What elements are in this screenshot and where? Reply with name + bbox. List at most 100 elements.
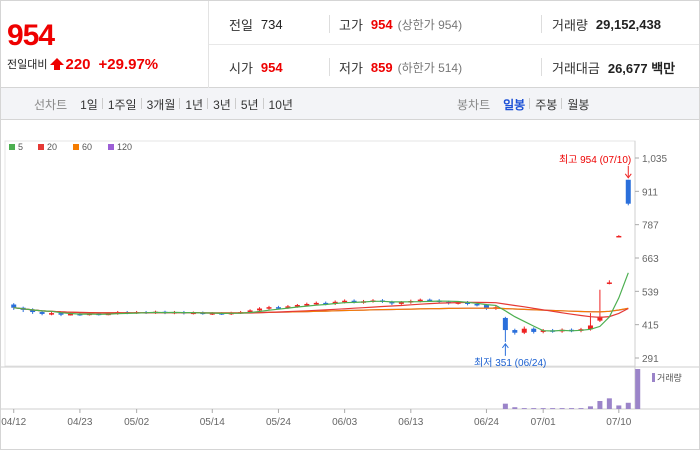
candle-body <box>502 317 508 331</box>
low-arrowhead <box>501 343 509 349</box>
prev-close-label: 전일 <box>229 17 253 33</box>
period-1y[interactable]: 1년 <box>179 96 208 113</box>
candle-body <box>67 313 73 316</box>
candle-body <box>304 303 310 306</box>
volume-bar <box>531 408 537 409</box>
candle-body <box>398 302 404 304</box>
line-chart-label: 선차트 <box>34 97 68 112</box>
x-tick-label: 06/24 <box>474 417 499 428</box>
volume-bar <box>569 408 575 409</box>
candle-monthly[interactable]: 월봉 <box>561 96 594 113</box>
x-tick-label: 07/10 <box>606 417 631 428</box>
candle-chart-label: 봉차트 <box>457 97 491 112</box>
candle-body <box>351 300 357 303</box>
open-value: 954 <box>260 59 283 75</box>
amount-cell: 거래대금 26,677 백만 <box>552 46 675 88</box>
candle-body <box>597 316 603 321</box>
high-note-label: 최고 954 (07/10) <box>559 154 631 166</box>
open-label: 시가 <box>229 60 253 76</box>
change-label: 전일대비 <box>7 59 48 71</box>
volume-bar <box>521 408 527 409</box>
x-tick-label: 04/12 <box>1 417 26 428</box>
high-note: (상한가 954) <box>397 17 463 32</box>
candle-body <box>427 299 433 302</box>
candle-body <box>313 302 319 305</box>
quote-panel: 954 전일대비 220 +29.97% 전일 734 고가 954 (상한가 … <box>1 1 699 88</box>
volume-bar <box>606 398 612 409</box>
y-tick-label: 1,035 <box>642 154 667 165</box>
legend-swatch <box>38 144 44 150</box>
change-percent: +29.97% <box>98 55 159 73</box>
volume-bar <box>587 406 593 409</box>
volume-bar <box>597 401 603 409</box>
prev-close-value: 734 <box>260 16 283 32</box>
low-note-label: 최저 351 (06/24) <box>474 357 546 369</box>
ma20-line <box>13 301 629 319</box>
legend-label: 120 <box>117 142 132 152</box>
period-1w[interactable]: 1주일 <box>101 96 142 113</box>
candle-body <box>30 309 36 313</box>
low-cell: 저가 859 (하한가 514) <box>339 46 462 88</box>
period-3m[interactable]: 3개월 <box>140 96 181 113</box>
price-box: 954 전일대비 220 +29.97% <box>1 1 209 88</box>
high-value: 954 <box>370 16 393 32</box>
candle-body <box>294 305 300 307</box>
candle-body <box>587 325 593 330</box>
separator <box>541 58 542 76</box>
candle-body <box>389 301 395 304</box>
volume-legend-label: 거래량 <box>657 372 682 383</box>
low-value: 859 <box>370 59 393 75</box>
y-tick-label: 291 <box>642 354 659 365</box>
candle-body <box>58 313 64 315</box>
volume-bar <box>550 408 556 409</box>
low-note: (하한가 514) <box>397 60 463 75</box>
candle-body <box>417 299 423 302</box>
candle-weekly[interactable]: 주봉 <box>529 96 562 113</box>
candle-body <box>266 307 272 309</box>
volume-label: 거래량 <box>552 17 588 33</box>
volume-value: 29,152,438 <box>595 16 661 32</box>
candle-body <box>285 306 291 308</box>
candle-body <box>332 301 338 304</box>
separator <box>329 58 330 76</box>
separator <box>541 15 542 33</box>
y-tick-label: 787 <box>642 221 659 232</box>
volume-bar <box>625 402 631 409</box>
amount-value: 26,677 백만 <box>607 60 676 76</box>
candle-body <box>11 304 17 308</box>
candle-body <box>275 307 281 309</box>
period-5y[interactable]: 5년 <box>234 96 264 113</box>
candle-body <box>606 282 612 284</box>
volume-legend-swatch <box>652 373 655 382</box>
period-10y[interactable]: 10년 <box>262 96 298 113</box>
legend-swatch <box>9 144 15 150</box>
legend-label: 60 <box>82 142 92 152</box>
candle-body <box>474 303 480 306</box>
candle-daily[interactable]: 일봉 <box>503 97 526 112</box>
current-price: 954 <box>7 19 55 52</box>
candle-body <box>49 313 55 315</box>
volume-bar <box>635 369 641 409</box>
volume-bar <box>578 408 584 409</box>
x-tick-label: 05/14 <box>200 417 225 428</box>
candle-body <box>465 302 471 304</box>
volume-bar <box>616 405 622 409</box>
period-3y[interactable]: 3년 <box>207 96 236 113</box>
candle-body <box>512 330 518 333</box>
x-tick-label: 05/24 <box>266 417 291 428</box>
candle-body <box>247 310 253 313</box>
ma5-line <box>13 272 629 332</box>
candle-body <box>323 302 329 305</box>
period-1d[interactable]: 1일 <box>80 97 98 112</box>
volume-bar <box>540 408 546 409</box>
candle-body <box>483 305 489 309</box>
y-tick-label: 663 <box>642 254 659 265</box>
volume-bar <box>512 407 518 409</box>
y-tick-label: 415 <box>642 321 659 332</box>
amount-label: 거래대금 <box>552 60 600 76</box>
high-arrowhead <box>624 173 632 179</box>
prev-close-cell: 전일 734 <box>229 3 283 45</box>
candle-body <box>257 308 263 311</box>
price-chart: 5 20 60 120 1,035 911 787 663 539 415 291 최고 954 (0… <box>1 140 699 428</box>
price-plot-frame <box>4 140 636 367</box>
